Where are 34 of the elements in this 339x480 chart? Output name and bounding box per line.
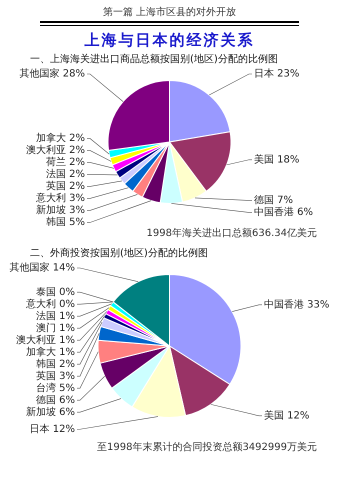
slice-label: 美国 18%: [254, 153, 300, 166]
slice-label: 澳门 1%: [36, 322, 75, 334]
slice-label: 意大利 3%: [34, 192, 85, 204]
chart-title: 上海与日本的经济关系: [84, 31, 256, 50]
slice-label: 新加坡 6%: [26, 406, 75, 418]
slice-label: 台湾 5%: [36, 382, 75, 394]
slice-label: 法国 1%: [36, 310, 75, 322]
text: 第一篇 上海市区县的对外开放: [40, 5, 299, 23]
slice-label: 其他国家 14%: [10, 262, 75, 274]
legend-label: 泰国 0%: [36, 286, 75, 298]
slice-label: 新加坡 3%: [36, 204, 85, 216]
legend-label: 意大利 0%: [24, 298, 75, 310]
slice-label: 法国 2%: [46, 168, 85, 180]
chart-subtitle: 一、上海海关进出口商品总额按国别(地区)分配的比例图: [30, 52, 279, 66]
slice-label: 中国香港 6%: [254, 206, 314, 218]
slice-label: 中国香港 33%: [264, 298, 330, 310]
slice-label: 美国 12%: [264, 409, 310, 422]
slice-label: 英国 2%: [46, 180, 85, 192]
text: 1998年海关进出口总额636.34亿美元: [146, 228, 317, 239]
slice-label: 加拿大 2%: [36, 132, 85, 144]
slice-label: 英国 3%: [36, 370, 75, 382]
slice-label: 澳大利亚 1%: [16, 334, 75, 346]
text: 至1998年末累计的合同投资总额3492999万美元: [96, 440, 317, 454]
slice-label: 德国 6%: [36, 394, 75, 406]
slice-label: 其他国家 28%: [20, 68, 85, 80]
slice-label: 澳大利亚 2%: [26, 144, 85, 156]
slice-label: 日本 12%: [30, 422, 75, 435]
slice-label: 德国 7%: [254, 194, 294, 206]
slice-label: 韩国 5%: [46, 216, 85, 228]
slice-label: 韩国 2%: [36, 358, 75, 370]
chart-title: 二、外商投资按国别(地区)分配的比例图: [30, 246, 209, 260]
slice-label: 荷兰 2%: [46, 156, 85, 168]
slice-label: 加拿大 1%: [26, 346, 75, 358]
slice-label: 日本 23%: [254, 68, 300, 80]
